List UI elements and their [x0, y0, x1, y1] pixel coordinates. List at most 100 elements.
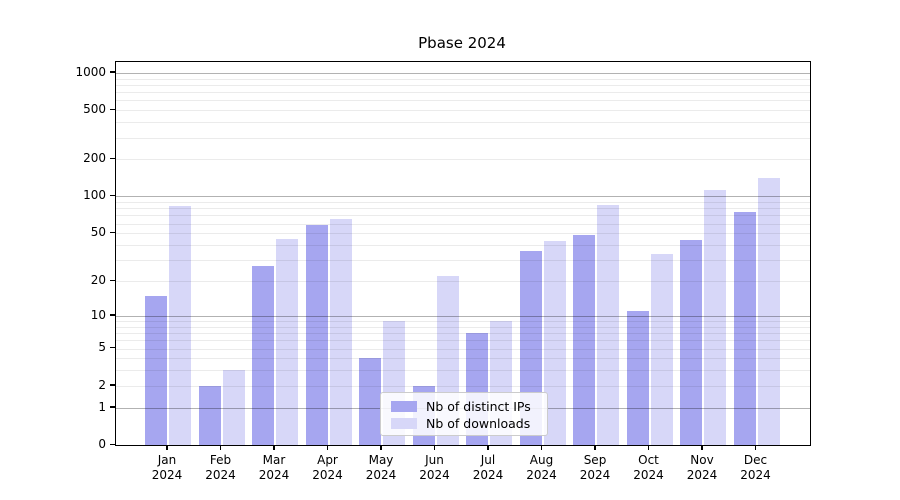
gridline-minor [116, 215, 810, 217]
gridline-minor [116, 260, 810, 261]
legend-swatch-distinct-ips [391, 400, 417, 412]
bar-downloads [757, 178, 780, 445]
x-tick-label: Dec 2024 [740, 453, 771, 482]
x-tick-label: Apr 2024 [312, 453, 343, 482]
y-tick-label: 5 [98, 340, 106, 355]
gridline-minor [116, 122, 810, 124]
x-tick-mark [487, 445, 489, 451]
x-tick-mark [701, 445, 703, 451]
y-tick-mark [110, 314, 115, 316]
bar-distinct-ips [198, 385, 221, 445]
legend-label-downloads: Nb of downloads [426, 415, 531, 431]
gridline-minor [116, 321, 810, 322]
bar-downloads [597, 204, 619, 445]
bar-downloads [704, 190, 726, 445]
y-tick-mark [110, 108, 115, 111]
y-tick-mark [110, 346, 115, 349]
x-tick-label: Jul 2024 [472, 453, 504, 482]
bar-distinct-ips [305, 225, 328, 445]
gridline-minor [116, 202, 810, 203]
gridline-minor [116, 385, 810, 387]
gridline-major [116, 196, 810, 198]
gridline-minor [116, 159, 810, 161]
y-tick-label: 1000 [75, 64, 106, 79]
gridline-minor [116, 333, 810, 334]
bar-downloads [222, 370, 245, 445]
gridline-minor [116, 370, 810, 372]
y-tick-label: 2 [98, 377, 106, 392]
bar-downloads [276, 238, 298, 445]
x-tick-mark [166, 445, 168, 451]
y-tick-label: 1 [98, 399, 106, 414]
bar-distinct-ips [252, 265, 274, 445]
gridline-minor [116, 233, 810, 235]
gridline-minor [116, 223, 810, 225]
bar-distinct-ips [733, 212, 756, 445]
legend-label-distinct-ips: Nb of distinct IPs [426, 398, 531, 414]
y-tick-mark [110, 231, 115, 234]
bar-downloads [543, 241, 566, 445]
bar-downloads [169, 205, 191, 445]
bar-distinct-ips [359, 358, 381, 445]
gridline-minor [116, 340, 810, 342]
legend-entry-downloads: Nb of downloads [391, 415, 539, 431]
gridline-minor [116, 208, 810, 210]
gridline-minor [116, 84, 810, 86]
x-tick-mark [594, 445, 596, 451]
bar-downloads [329, 218, 352, 445]
x-tick-label: Sep 2024 [579, 453, 611, 482]
y-tick-mark [110, 71, 115, 73]
y-tick-mark [110, 384, 115, 386]
x-tick-mark [326, 445, 329, 451]
gridline-minor [116, 92, 810, 94]
bar-distinct-ips [626, 311, 649, 445]
y-tick-mark [110, 406, 115, 408]
y-tick-mark [110, 194, 115, 197]
bar-distinct-ips [680, 240, 702, 445]
gridline-minor [116, 245, 810, 246]
gridline-major [116, 72, 810, 74]
y-tick-label: 50 [90, 225, 106, 240]
y-tick-label: 100 [83, 188, 106, 203]
y-tick-label: 10 [90, 307, 106, 322]
x-tick-label: Feb 2024 [205, 453, 236, 482]
x-tick-label: Jan 2024 [151, 453, 183, 482]
y-tick-mark [110, 279, 115, 281]
y-tick-label: 20 [90, 273, 106, 287]
bar-downloads [650, 253, 673, 445]
x-tick-label: Jun 2024 [419, 453, 450, 482]
x-tick-mark [647, 445, 650, 451]
x-tick-label: Mar 2024 [258, 453, 290, 482]
x-tick-label: Oct 2024 [633, 453, 664, 482]
legend-swatch-downloads [391, 417, 417, 429]
legend-entry-distinct-ips: Nb of distinct IPs [391, 398, 539, 414]
gridline-minor [116, 110, 810, 112]
y-tick-label: 0 [98, 437, 106, 451]
gridline-minor [116, 78, 810, 80]
x-tick-mark [540, 445, 543, 451]
x-tick-mark [433, 445, 436, 451]
gridline-minor [116, 358, 810, 360]
x-tick-mark [754, 445, 757, 451]
bar-distinct-ips [145, 295, 167, 445]
gridline-minor [116, 100, 810, 102]
gridline-minor [116, 326, 810, 328]
gridline-major [116, 315, 810, 317]
y-tick-mark [110, 443, 115, 445]
x-tick-mark [380, 445, 382, 451]
x-tick-mark [273, 445, 275, 451]
x-tick-label: Nov 2024 [686, 453, 718, 482]
bar-distinct-ips [573, 235, 595, 445]
gridline-minor [116, 137, 810, 139]
x-tick-label: Aug 2024 [526, 453, 557, 482]
chart-title: Pbase 2024 [418, 34, 506, 52]
y-tick-mark [110, 157, 115, 160]
legend: Nb of distinct IPs Nb of downloads [380, 392, 548, 436]
x-tick-label: May 2024 [365, 453, 397, 482]
plot-area: Nb of distinct IPs Nb of downloads [115, 61, 811, 446]
y-tick-label: 200 [83, 151, 106, 166]
y-tick-label: 500 [83, 102, 106, 117]
gridline-minor [116, 348, 810, 350]
x-tick-mark [219, 445, 222, 451]
